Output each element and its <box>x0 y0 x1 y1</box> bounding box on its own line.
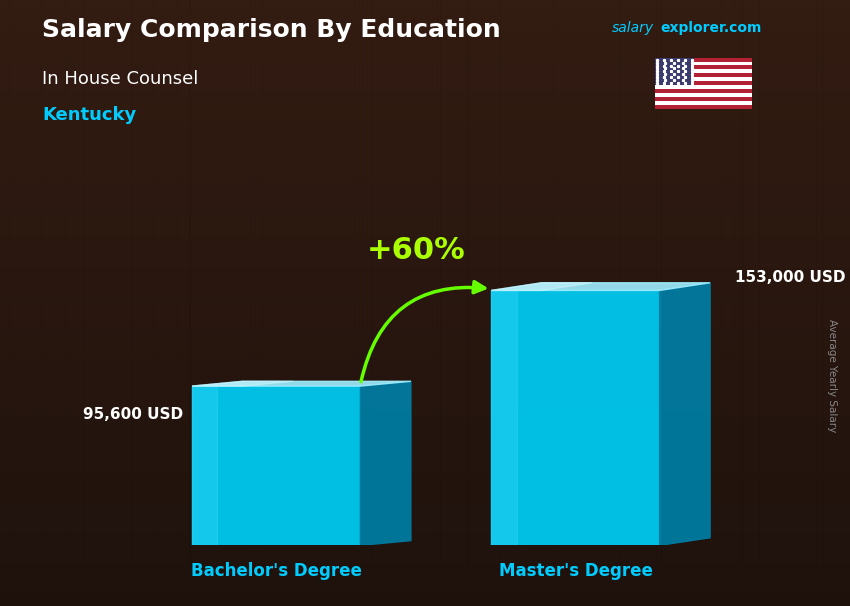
Text: salary: salary <box>612 21 654 35</box>
Bar <box>654 65 752 70</box>
Text: 153,000 USD: 153,000 USD <box>735 270 846 285</box>
Bar <box>654 70 752 73</box>
Bar <box>654 73 752 78</box>
Bar <box>654 78 752 81</box>
Bar <box>654 101 752 105</box>
Polygon shape <box>491 283 710 290</box>
Text: In House Counsel: In House Counsel <box>42 70 199 88</box>
Text: Salary Comparison By Education: Salary Comparison By Education <box>42 18 501 42</box>
Polygon shape <box>491 290 517 545</box>
Text: +60%: +60% <box>367 236 466 265</box>
Text: Kentucky: Kentucky <box>42 106 137 124</box>
Text: 95,600 USD: 95,600 USD <box>82 407 183 422</box>
Text: Average Yearly Salary: Average Yearly Salary <box>827 319 837 432</box>
Bar <box>654 89 752 93</box>
Polygon shape <box>360 381 411 545</box>
Bar <box>654 97 752 101</box>
Bar <box>654 58 694 85</box>
Polygon shape <box>192 386 360 545</box>
Bar <box>654 105 752 109</box>
Polygon shape <box>192 386 218 545</box>
Bar <box>654 58 752 62</box>
Bar <box>654 81 752 85</box>
Polygon shape <box>491 283 592 290</box>
Polygon shape <box>660 283 710 545</box>
Polygon shape <box>192 381 411 386</box>
Bar <box>654 93 752 97</box>
Bar <box>654 85 752 89</box>
Polygon shape <box>192 381 293 386</box>
Bar <box>654 62 752 65</box>
Polygon shape <box>491 290 660 545</box>
Text: explorer.com: explorer.com <box>660 21 762 35</box>
